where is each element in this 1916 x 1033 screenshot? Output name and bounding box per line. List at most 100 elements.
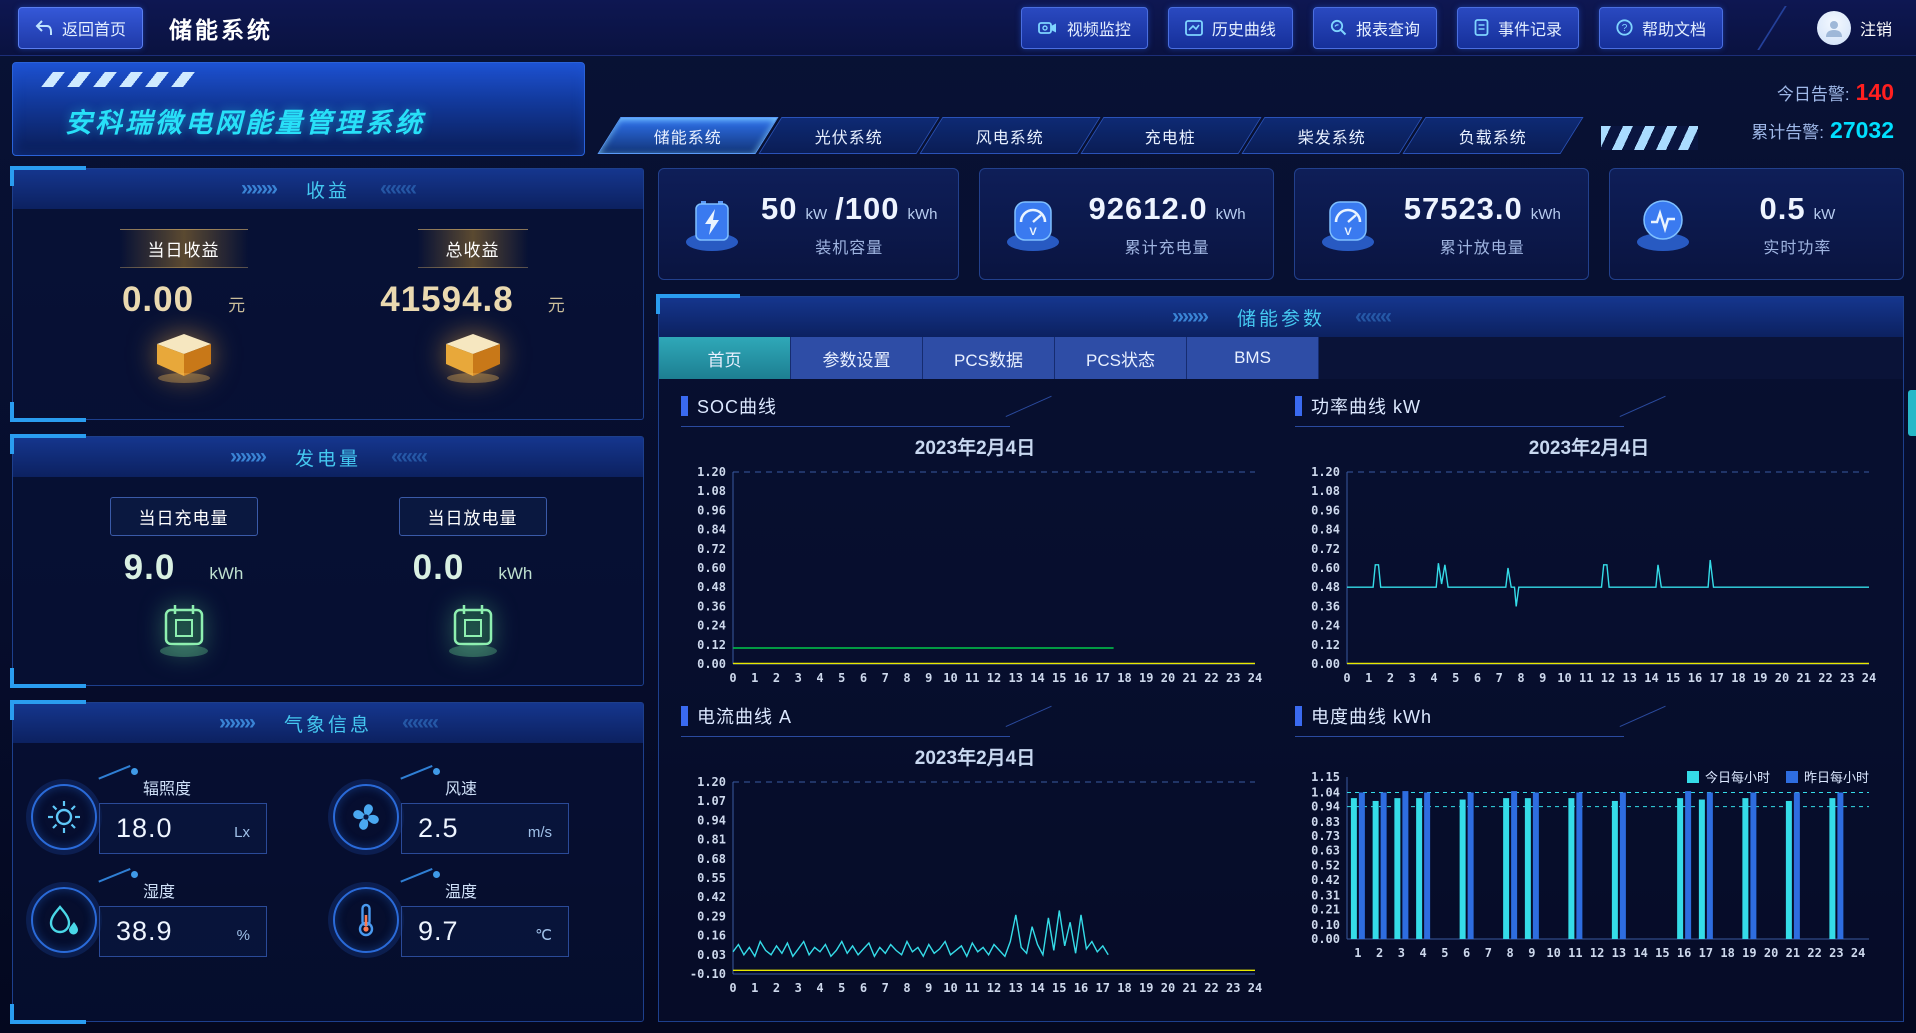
svg-text:0.00: 0.00 xyxy=(1311,657,1340,671)
svg-text:1: 1 xyxy=(1365,671,1372,685)
wind-speed-valuebox: 2.5 m/s xyxy=(401,803,569,854)
svg-text:24: 24 xyxy=(1248,981,1262,995)
chevron-right-icon: ››››››› xyxy=(241,177,278,200)
avatar[interactable] xyxy=(1816,10,1851,45)
temperature-value: 9.7 xyxy=(418,916,459,946)
realtime-power-label: 实时功率 xyxy=(1763,239,1832,257)
tab-param-settings[interactable]: 参数设置 xyxy=(791,337,923,379)
calendar-icon xyxy=(154,600,214,663)
energy-chart-title: 电度曲线 kWh xyxy=(1311,707,1433,727)
svg-text:7: 7 xyxy=(1496,671,1503,685)
realtime-power-card: 0.5 kW 实时功率 xyxy=(1608,168,1905,280)
svg-text:17: 17 xyxy=(1096,981,1110,995)
capacity-power-value: 50 xyxy=(761,190,798,226)
tab-pcs-data[interactable]: PCS数据 xyxy=(923,337,1055,379)
event-log-button[interactable]: 事件记录 xyxy=(1456,6,1579,49)
tab-pv-system[interactable]: 光伏系统 xyxy=(758,117,940,154)
svg-text:15: 15 xyxy=(1052,671,1066,685)
calendar-icon xyxy=(443,600,503,663)
daily-discharge-metric: 当日放电量 0.0 kWh xyxy=(328,497,617,663)
svg-text:0.52: 0.52 xyxy=(1311,859,1340,873)
svg-text:0: 0 xyxy=(1343,671,1350,685)
humidity-value: 38.9 xyxy=(116,916,173,946)
battery-icon xyxy=(679,189,745,260)
svg-text:5: 5 xyxy=(838,981,845,995)
total-discharge-card: V 57523.0 kWh 累计放电量 xyxy=(1293,168,1589,280)
tab-load-system[interactable]: 负载系统 xyxy=(1402,117,1584,154)
installed-capacity-card: 50 kW /100 kWh 装机容量 xyxy=(658,168,959,280)
weather-panel-title: 气象信息 xyxy=(283,714,372,736)
total-income-label: 总收益 xyxy=(417,229,528,268)
wind-speed-unit: m/s xyxy=(527,824,552,841)
svg-text:23: 23 xyxy=(1829,946,1843,960)
svg-text:0: 0 xyxy=(729,981,736,995)
storage-params-title: 储能参数 xyxy=(1236,308,1325,330)
video-monitor-button[interactable]: 视频监控 xyxy=(1020,6,1148,49)
soc-chart-date: 2023年2月4日 xyxy=(914,438,1036,459)
help-doc-button[interactable]: ? 帮助文档 xyxy=(1598,6,1723,49)
svg-text:21: 21 xyxy=(1786,946,1800,960)
humidity-valuebox: 38.9 % xyxy=(99,906,267,957)
topbar-divider xyxy=(1757,5,1787,50)
daily-charge-label: 当日充电量 xyxy=(109,497,258,536)
svg-text:4: 4 xyxy=(1420,946,1427,960)
tab-wind-system[interactable]: 风电系统 xyxy=(919,117,1101,154)
topbar: 返回首页 储能系统 视频监控 历史曲线 报表查询 事件记录 ? 帮助文档 xyxy=(0,0,1916,56)
side-panel-handle[interactable] xyxy=(1908,390,1916,436)
svg-text:13: 13 xyxy=(1009,671,1023,685)
total-discharge-value: 57523.0 xyxy=(1403,190,1523,226)
svg-text:21: 21 xyxy=(1183,981,1197,995)
svg-text:1: 1 xyxy=(751,981,758,995)
tab-bms[interactable]: BMS xyxy=(1187,337,1319,379)
daily-income-unit: 元 xyxy=(228,296,246,315)
legend-today[interactable]: 今日每小时 xyxy=(1686,767,1770,786)
total-income-metric: 总收益 41594.8 元 xyxy=(328,229,617,389)
svg-text:14: 14 xyxy=(1030,671,1044,685)
svg-text:1.08: 1.08 xyxy=(1311,484,1340,498)
humidity-unit: % xyxy=(236,927,250,944)
svg-text:7: 7 xyxy=(882,671,889,685)
svg-text:22: 22 xyxy=(1807,946,1821,960)
logout-button[interactable]: 注销 xyxy=(1859,21,1892,39)
svg-text:4: 4 xyxy=(816,671,823,685)
connector-line xyxy=(98,764,267,787)
svg-text:2: 2 xyxy=(773,671,780,685)
svg-text:6: 6 xyxy=(1463,946,1470,960)
tab-diesel-system[interactable]: 柴发系统 xyxy=(1241,117,1423,154)
svg-text:3: 3 xyxy=(1409,671,1416,685)
power-chart-date: 2023年2月4日 xyxy=(1528,438,1650,459)
report-query-button[interactable]: 报表查询 xyxy=(1312,6,1437,49)
search-icon xyxy=(1330,19,1347,36)
tab-storage-system[interactable]: 储能系统 xyxy=(597,117,779,154)
total-charge-card: V 92612.0 kWh 累计充电量 xyxy=(978,168,1274,280)
energy-chart-plot: 1.15 1.04 0.94 0.83 0.73 0.63 0.52 0.42 0.31 0.21… xyxy=(1295,767,1883,968)
humidity-label: 湿度 xyxy=(143,884,176,901)
income-panel-title: 收益 xyxy=(305,180,350,202)
stat-cards: 50 kW /100 kWh 装机容量 V 92612.0 xyxy=(658,168,1905,280)
svg-text:11: 11 xyxy=(1568,946,1582,960)
chevron-right-icon: ››››››› xyxy=(1172,305,1209,328)
svg-text:16: 16 xyxy=(1688,671,1702,685)
pulse-icon xyxy=(1630,189,1696,260)
svg-text:0.83: 0.83 xyxy=(1311,815,1340,829)
svg-text:18: 18 xyxy=(1117,671,1131,685)
thermometer-icon xyxy=(333,887,399,953)
svg-text:0: 0 xyxy=(729,671,736,685)
irradiance-unit: Lx xyxy=(234,824,250,841)
history-curve-button[interactable]: 历史曲线 xyxy=(1167,6,1293,49)
tab-home[interactable]: 首页 xyxy=(659,337,791,379)
capacity-energy-unit: kWh xyxy=(907,205,938,223)
tab-charging-pile[interactable]: 充电桩 xyxy=(1080,117,1262,154)
svg-text:0.42: 0.42 xyxy=(1311,873,1340,887)
svg-text:19: 19 xyxy=(1139,981,1153,995)
svg-text:12: 12 xyxy=(1601,671,1615,685)
back-home-button[interactable]: 返回首页 xyxy=(18,6,144,49)
svg-text:0.21: 0.21 xyxy=(1311,902,1340,916)
tab-pcs-status[interactable]: PCS状态 xyxy=(1055,337,1187,379)
svg-text:12: 12 xyxy=(987,671,1001,685)
current-chart-date: 2023年2月4日 xyxy=(914,748,1036,769)
daily-charge-value: 9.0 xyxy=(123,548,176,587)
svg-text:14: 14 xyxy=(1030,981,1044,995)
svg-text:8: 8 xyxy=(1517,671,1524,685)
legend-yesterday[interactable]: 昨日每小时 xyxy=(1785,767,1869,786)
